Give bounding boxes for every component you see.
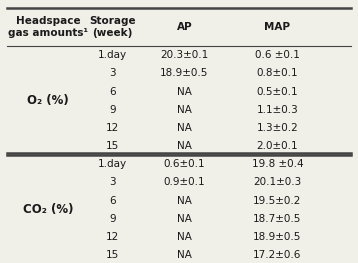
Text: 20.1±0.3: 20.1±0.3 — [253, 178, 301, 188]
Text: O₂ (%): O₂ (%) — [28, 94, 69, 107]
Text: 1.day: 1.day — [98, 159, 127, 169]
Text: 1.3±0.2: 1.3±0.2 — [257, 123, 298, 133]
Text: NA: NA — [177, 87, 192, 97]
Text: NA: NA — [177, 232, 192, 242]
Text: 3: 3 — [110, 178, 116, 188]
Text: 9: 9 — [110, 105, 116, 115]
Text: 0.5±0.1: 0.5±0.1 — [257, 87, 298, 97]
Text: 12: 12 — [106, 232, 120, 242]
Text: 19.8 ±0.4: 19.8 ±0.4 — [252, 159, 303, 169]
Text: 18.9±0.5: 18.9±0.5 — [253, 232, 302, 242]
Text: 2.0±0.1: 2.0±0.1 — [257, 141, 298, 151]
Text: Headspace
gas amounts¹: Headspace gas amounts¹ — [8, 16, 88, 38]
Text: 18.9±0.5: 18.9±0.5 — [160, 68, 209, 78]
Text: 1.1±0.3: 1.1±0.3 — [257, 105, 298, 115]
Text: MAP: MAP — [265, 22, 290, 32]
Text: 18.7±0.5: 18.7±0.5 — [253, 214, 302, 224]
Text: 17.2±0.6: 17.2±0.6 — [253, 250, 302, 260]
Text: Storage
(week): Storage (week) — [90, 16, 136, 38]
Text: AP: AP — [176, 22, 192, 32]
Text: 9: 9 — [110, 214, 116, 224]
Text: 1.day: 1.day — [98, 50, 127, 60]
Text: 6: 6 — [110, 196, 116, 206]
Text: NA: NA — [177, 214, 192, 224]
Text: NA: NA — [177, 141, 192, 151]
Text: 20.3±0.1: 20.3±0.1 — [160, 50, 208, 60]
Text: 3: 3 — [110, 68, 116, 78]
Text: 0.6 ±0.1: 0.6 ±0.1 — [255, 50, 300, 60]
Text: NA: NA — [177, 123, 192, 133]
Text: 19.5±0.2: 19.5±0.2 — [253, 196, 302, 206]
Text: 0.9±0.1: 0.9±0.1 — [164, 178, 205, 188]
Text: 15: 15 — [106, 250, 120, 260]
Text: CO₂ (%): CO₂ (%) — [23, 203, 74, 216]
Text: 6: 6 — [110, 87, 116, 97]
Text: 0.8±0.1: 0.8±0.1 — [257, 68, 298, 78]
Text: NA: NA — [177, 105, 192, 115]
Text: 0.6±0.1: 0.6±0.1 — [164, 159, 205, 169]
Text: NA: NA — [177, 196, 192, 206]
Text: 15: 15 — [106, 141, 120, 151]
Text: 12: 12 — [106, 123, 120, 133]
Text: NA: NA — [177, 250, 192, 260]
